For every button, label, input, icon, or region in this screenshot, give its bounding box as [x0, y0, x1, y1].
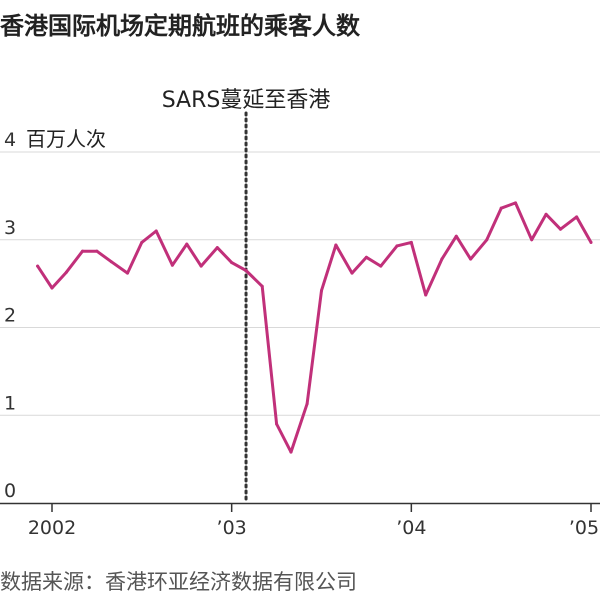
y-tick-label-4: 4: [4, 129, 16, 151]
data-point: [544, 212, 548, 216]
data-point: [320, 289, 323, 293]
chart-title: 香港国际机场定期航班的乘客人数: [0, 12, 360, 40]
data-series: [36, 201, 593, 454]
data-point: [350, 271, 354, 275]
data-point: [395, 244, 399, 248]
data-point: [589, 240, 593, 244]
series-line-0: [36, 201, 593, 454]
data-point: [95, 249, 99, 253]
data-point: [154, 229, 158, 233]
y-tick-label-3: 3: [4, 217, 16, 239]
data-point: [215, 246, 219, 250]
x-tick-label-2004: ’04: [396, 517, 426, 539]
data-point: [305, 402, 309, 406]
data-point: [499, 206, 503, 210]
data-point: [334, 243, 338, 247]
x-tick-label-2002: 2002: [28, 517, 76, 539]
data-point: [109, 260, 113, 264]
data-point: [199, 264, 203, 268]
y-axis: 0 1 2 3 4 百万人次: [4, 127, 106, 502]
data-point: [409, 240, 413, 244]
y-tick-label-0: 0: [4, 480, 16, 502]
data-point: [230, 261, 234, 265]
line-chart: 0 1 2 3 4 百万人次 2002 ’03 ’04 ’05 SARS蔓延至香港: [0, 88, 600, 539]
gridlines: [0, 151, 600, 416]
annotation-label: SARS蔓延至香港: [162, 88, 331, 113]
data-point: [469, 257, 473, 261]
data-point: [36, 264, 40, 268]
data-point: [185, 242, 189, 246]
data-point: [64, 270, 68, 274]
data-point: [558, 227, 562, 231]
data-point: [140, 240, 144, 244]
data-point: [170, 263, 174, 267]
y-unit-label: 百万人次: [26, 127, 106, 151]
data-point: [424, 293, 428, 297]
data-point: [125, 271, 129, 275]
source-note: 数据来源：香港环亚经济数据有限公司: [0, 570, 357, 594]
data-point: [379, 264, 383, 268]
data-point: [289, 450, 293, 454]
y-tick-label-2: 2: [4, 305, 16, 327]
data-point: [530, 238, 534, 242]
data-point: [454, 234, 458, 238]
data-point: [81, 249, 85, 253]
data-point: [364, 255, 368, 259]
annotation: SARS蔓延至香港: [162, 88, 331, 505]
x-tick-label-2005: ’05: [569, 517, 599, 539]
data-point: [275, 422, 279, 426]
data-point: [485, 238, 489, 242]
data-point: [260, 284, 264, 288]
data-point: [244, 268, 248, 272]
data-point: [440, 257, 444, 261]
data-point: [575, 215, 579, 219]
data-point: [50, 286, 54, 290]
x-tick-label-2003: ’03: [217, 517, 247, 539]
y-tick-label-1: 1: [4, 392, 16, 414]
data-point: [514, 201, 518, 205]
x-axis: 2002 ’03 ’04 ’05: [0, 502, 600, 539]
